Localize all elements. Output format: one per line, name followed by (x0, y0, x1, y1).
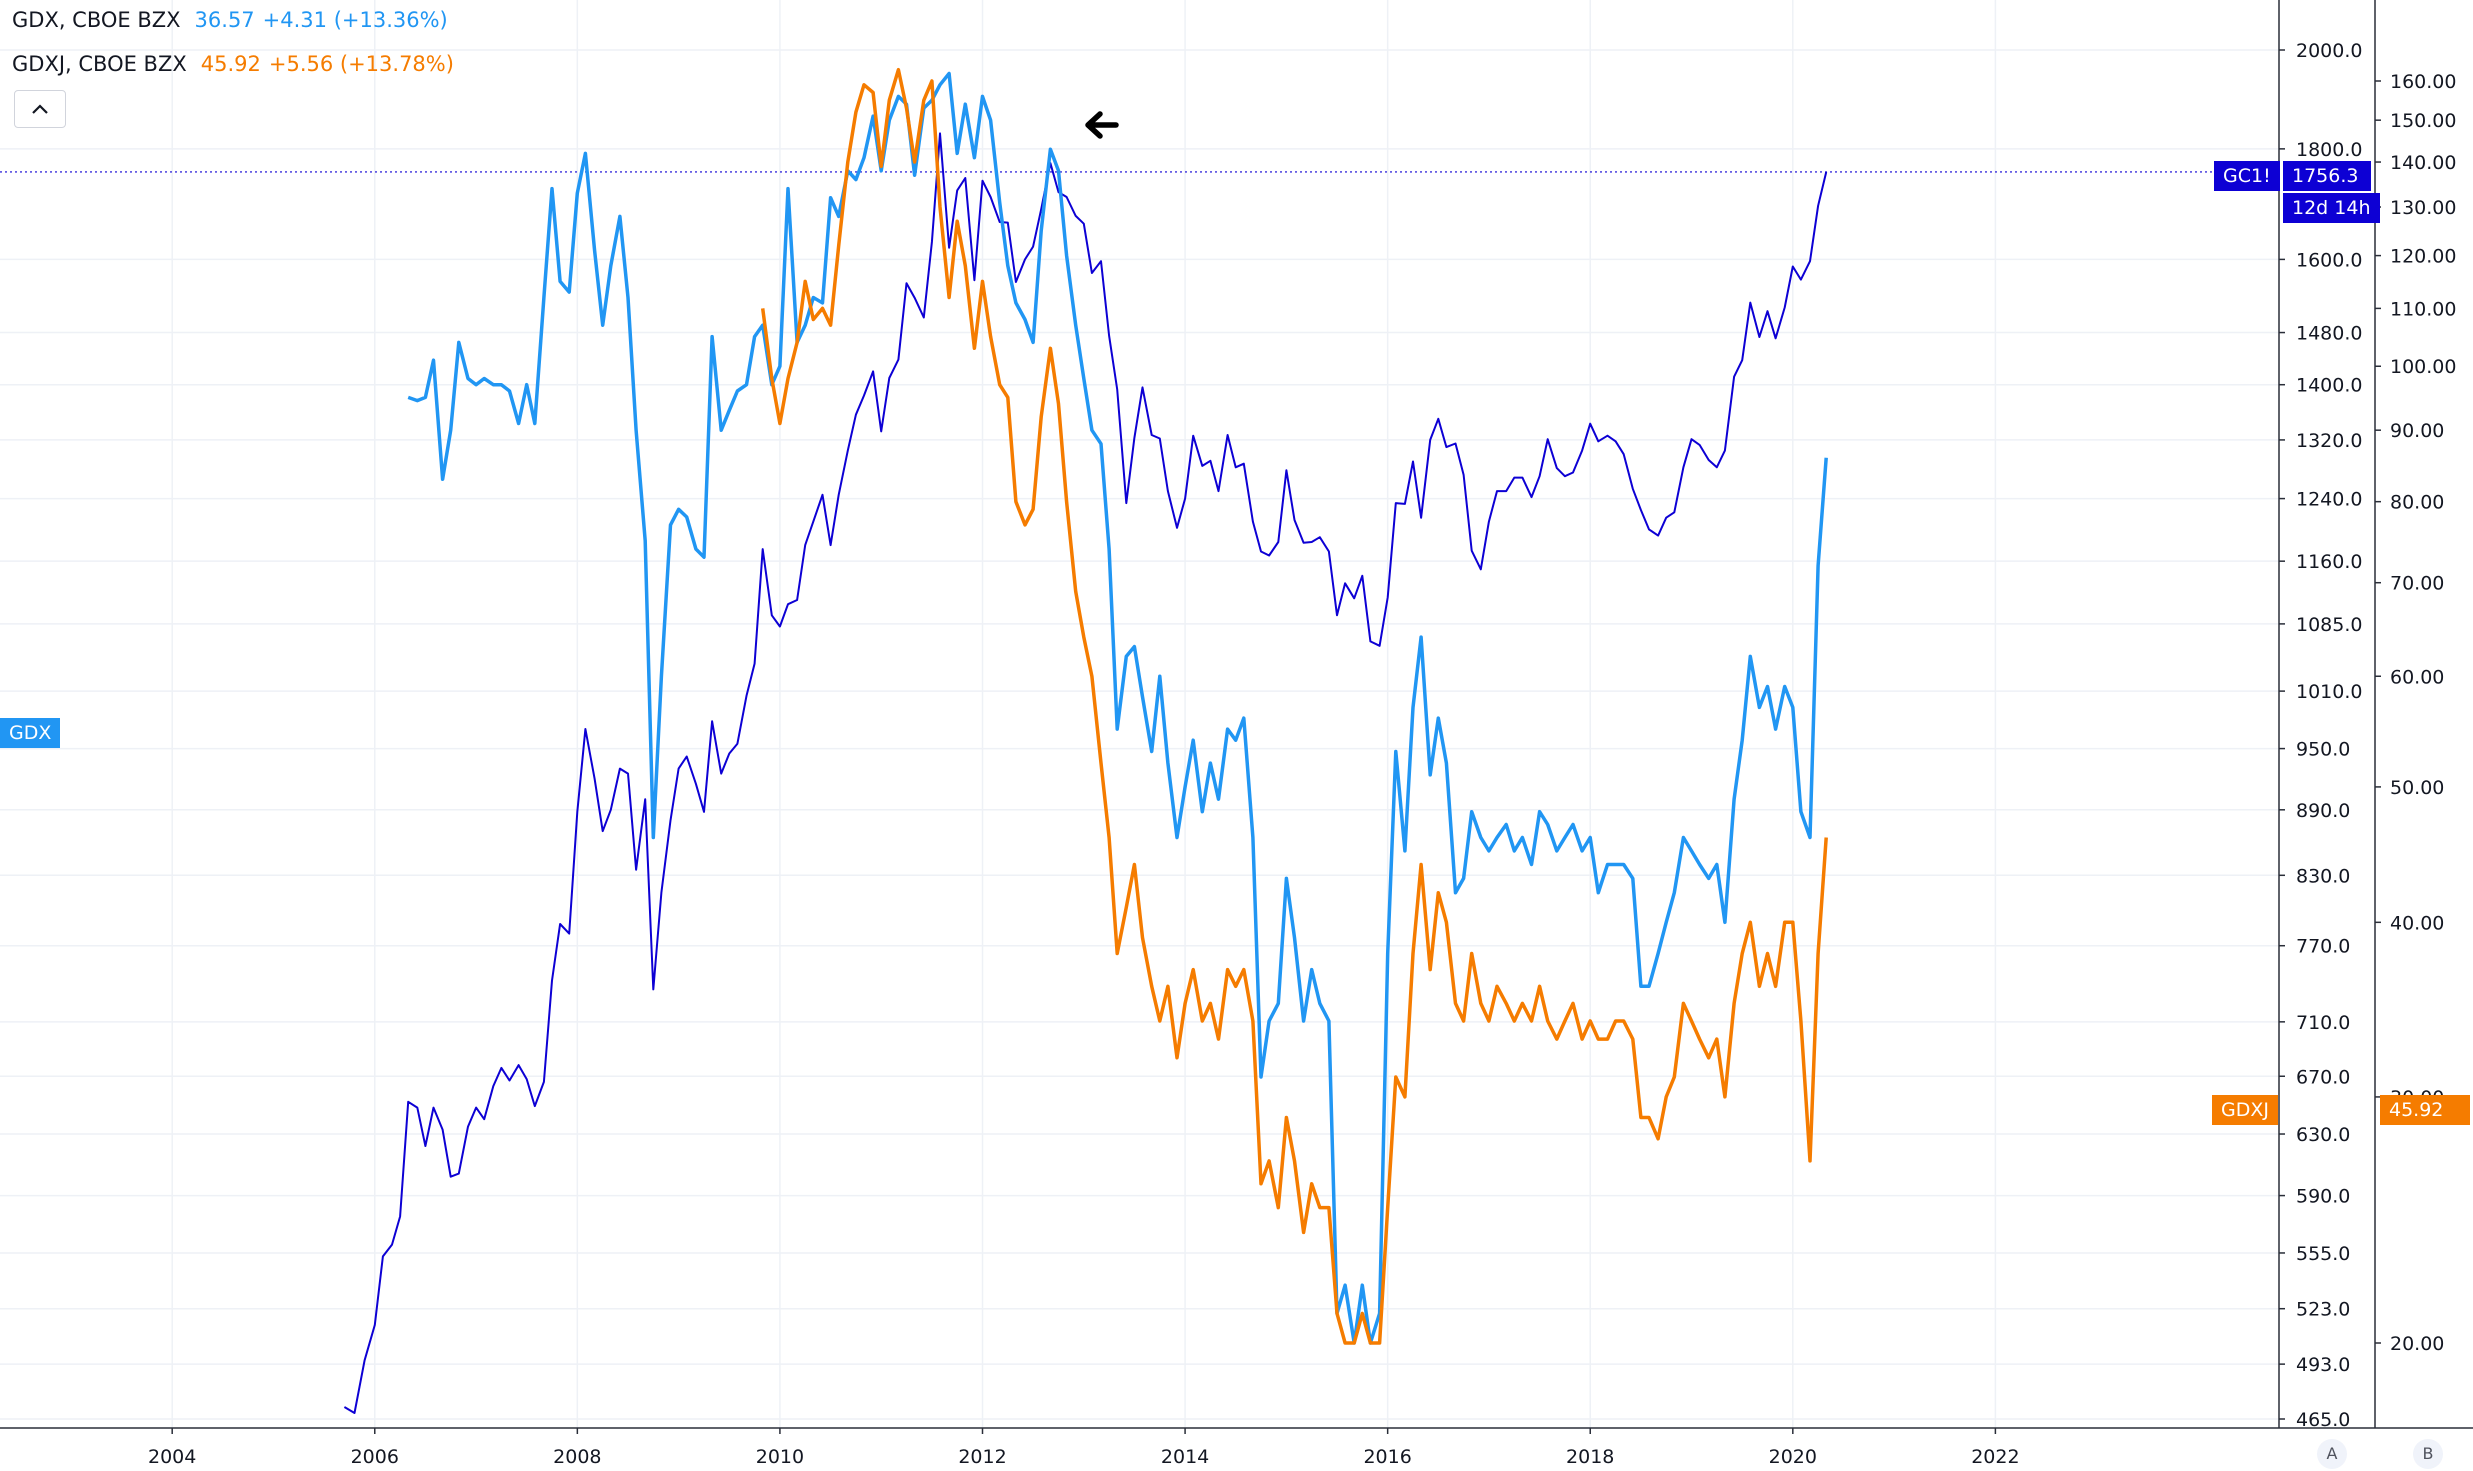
log-scale-button[interactable]: B (2413, 1439, 2443, 1469)
y-right-tick-label: 20.00 (2390, 1333, 2444, 1355)
y-left-tick-label: 465.0 (2296, 1409, 2350, 1431)
y-right-tick-label: 160.00 (2390, 71, 2456, 93)
y-left-tick-label: 2000.0 (2296, 40, 2362, 62)
y-left-tick-label: 1800.0 (2296, 139, 2362, 161)
y-right-tick-label: 60.00 (2390, 666, 2444, 688)
series-gdxj (760, 67, 1828, 1345)
y-right-tick-label: 110.00 (2390, 298, 2456, 320)
x-tick-label: 2012 (958, 1446, 1006, 1468)
y-left-tick-label: 1320.0 (2296, 430, 2362, 452)
series-layer (0, 67, 2279, 1414)
legend-gdxj[interactable]: GDXJ, CBOE BZX 45.92 +5.56 (+13.78%) (12, 52, 454, 76)
y-left-tick-label: 770.0 (2296, 936, 2350, 958)
y-left-tick-label: 670.0 (2296, 1066, 2350, 1088)
y-left-tick-label: 890.0 (2296, 800, 2350, 822)
series-gdx (407, 71, 1828, 1345)
y-right-tick-label: 90.00 (2390, 420, 2444, 442)
x-tick-label: 2006 (351, 1446, 399, 1468)
legend-gdxj-last: 45.92 (200, 52, 261, 76)
auto-scale-button[interactable]: A (2317, 1439, 2347, 1469)
x-tick-label: 2016 (1363, 1446, 1411, 1468)
x-tick-label: 2020 (1769, 1446, 1817, 1468)
x-tick-label: 2010 (756, 1446, 804, 1468)
gdxj-symbol-tag: GDXJ (2212, 1095, 2278, 1125)
legend-gdx[interactable]: GDX, CBOE BZX 36.57 +4.31 (+13.36%) (12, 8, 448, 32)
y-right-tick-label: 120.00 (2390, 246, 2456, 268)
y-right-tick-label: 70.00 (2390, 573, 2444, 595)
gdx-scale-tag: GDX (0, 718, 61, 748)
y-left-tick-label: 1600.0 (2296, 249, 2362, 271)
legend-gdx-symbol: GDX, CBOE BZX (12, 8, 181, 32)
y-left-tick-label: 1240.0 (2296, 489, 2362, 511)
gdxj-price-tag: 45.92 (2380, 1095, 2470, 1125)
y-right-tick-label: 50.00 (2390, 777, 2444, 799)
gc-symbol-tag: GC1! (2214, 161, 2280, 191)
y-left-tick-label: 555.0 (2296, 1243, 2350, 1265)
x-tick-label: 2008 (553, 1446, 601, 1468)
legend-gdx-change: +4.31 (+13.36%) (262, 8, 448, 32)
y-right-tick-label: 80.00 (2390, 492, 2444, 514)
legend-gdxj-change: +5.56 (+13.78%) (268, 52, 454, 76)
x-tick-label: 2014 (1161, 1446, 1209, 1468)
y-left-tick-label: 1010.0 (2296, 681, 2362, 703)
y-left-tick-label: 710.0 (2296, 1012, 2350, 1034)
y-right-tick-label: 130.00 (2390, 197, 2456, 219)
y-left-tick-label: 1400.0 (2296, 375, 2362, 397)
y-right-tick-label: 150.00 (2390, 110, 2456, 132)
arrow-left-icon (1085, 111, 1119, 139)
y-left-tick-label: 1085.0 (2296, 614, 2362, 636)
collapse-legend-button[interactable] (14, 90, 66, 128)
y-left-tick-label: 590.0 (2296, 1186, 2350, 1208)
series-gc1 (343, 132, 1828, 1414)
y-left-tick-label: 493.0 (2296, 1354, 2350, 1376)
x-tick-label: 2018 (1566, 1446, 1614, 1468)
y-right-tick-label: 100.00 (2390, 356, 2456, 378)
y-left-tick-label: 950.0 (2296, 739, 2350, 761)
y-left-tick-label: 1160.0 (2296, 551, 2362, 573)
y-left-tick-label: 630.0 (2296, 1124, 2350, 1146)
y-left-tick-label: 830.0 (2296, 865, 2350, 887)
y-right-tick-label: 140.00 (2390, 152, 2456, 174)
y-left-tick-label: 1480.0 (2296, 323, 2362, 345)
gc-price-tag: 1756.3 (2283, 161, 2371, 191)
chevron-up-icon (32, 104, 48, 114)
gc-countdown-tag: 12d 14h (2283, 193, 2380, 223)
legend-gdxj-symbol: GDXJ, CBOE BZX (12, 52, 187, 76)
x-tick-label: 2022 (1971, 1446, 2019, 1468)
grid (0, 0, 2279, 1428)
legend-gdx-last: 36.57 (194, 8, 255, 32)
x-tick-label: 2004 (148, 1446, 196, 1468)
y-left-tick-label: 523.0 (2296, 1299, 2350, 1321)
y-right-tick-label: 40.00 (2390, 912, 2444, 934)
